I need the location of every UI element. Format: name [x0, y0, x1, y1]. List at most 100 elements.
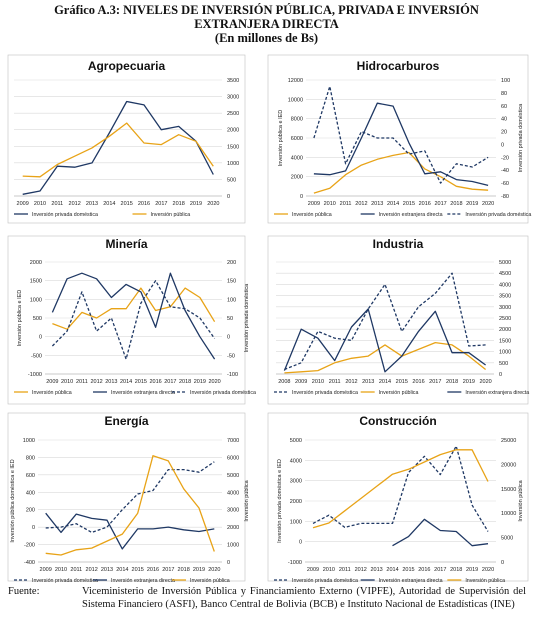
x-tick-label: 2014 [103, 201, 115, 207]
right-tick-label: 200 [227, 260, 236, 266]
x-tick-label: 2009 [17, 201, 29, 207]
x-tick-label: 2017 [434, 201, 446, 207]
left-tick-label: 1000 [30, 297, 42, 303]
right-tick-label: 2500 [227, 111, 239, 117]
right-tick-label: 0 [499, 372, 502, 378]
right-tick-label: 1500 [499, 338, 511, 344]
x-tick-label: 2010 [55, 567, 67, 573]
x-tick-label: 2011 [340, 201, 352, 207]
right-tick-label: 150 [227, 279, 236, 285]
left-tick-label: -200 [24, 543, 35, 549]
x-tick-label: 2015 [403, 201, 415, 207]
chart-mineria: Minería-1000-5000500100015002000Inversió… [7, 235, 256, 405]
left-tick-label: 2000 [30, 260, 42, 266]
series-line-inversion-publica [45, 455, 215, 556]
legend-label: Inversión extranjera directa [111, 578, 175, 584]
chart-frame [267, 412, 529, 582]
x-tick-label: 2011 [70, 567, 82, 573]
x-tick-label: 2009 [46, 379, 58, 385]
series-line-inversion-publica [52, 287, 216, 330]
x-tick-label: 2020 [479, 379, 491, 385]
x-tick-label: 2016 [150, 379, 162, 385]
legend-label: Inversión pública [151, 212, 191, 218]
x-tick-label: 2019 [463, 379, 475, 385]
legend-label: Inversión privada doméstica [292, 578, 358, 584]
x-tick-label: 2014 [116, 567, 128, 573]
right-tick-label: 15000 [501, 487, 516, 493]
x-tick-label: 2012 [355, 567, 367, 573]
series-line-inversion-publica [284, 341, 487, 374]
left-tick-label: 5000 [290, 438, 302, 444]
left-tick-label: 10000 [288, 97, 303, 103]
series-line-inversion-publica [312, 449, 489, 529]
x-tick-label: 2018 [450, 567, 462, 573]
x-tick-label: 2015 [402, 567, 414, 573]
left-tick-label: 500 [33, 316, 42, 322]
legend-label: Inversión privada doméstica [465, 212, 531, 218]
x-tick-label: 2011 [51, 201, 63, 207]
legend-label: Inversión extranjera directa [111, 390, 175, 396]
series-line-inversion-privada-domestica [22, 100, 214, 195]
legend-label: Inversión privada doméstica [32, 578, 98, 584]
x-tick-label: 2020 [207, 201, 219, 207]
left-tick-label: -1000 [288, 560, 302, 566]
series-line-inversion-extranjera-directa [45, 512, 215, 550]
right-tick-label: 1500 [227, 144, 239, 150]
series-line-inversion-privada-domestica [284, 272, 486, 371]
right-tick-label: 7000 [227, 438, 239, 444]
right-tick-label: 5000 [227, 473, 239, 479]
x-tick-label: 2008 [278, 379, 290, 385]
right-tick-label: 40 [501, 117, 507, 123]
right-axis-label: Inversión pública [244, 479, 250, 521]
x-tick-label: 2020 [482, 201, 494, 207]
x-tick-label: 2019 [190, 201, 202, 207]
x-tick-label: 2012 [355, 201, 367, 207]
right-tick-label: 4500 [499, 271, 511, 277]
right-tick-label: 4000 [227, 490, 239, 496]
x-tick-label: 2010 [61, 379, 73, 385]
x-tick-label: 2020 [208, 567, 220, 573]
right-tick-label: 20000 [501, 462, 516, 468]
x-tick-label: 2016 [138, 201, 150, 207]
x-tick-label: 2013 [101, 567, 113, 573]
left-tick-label: 1000 [23, 438, 35, 444]
right-tick-label: 3500 [499, 294, 511, 300]
right-tick-label: -80 [501, 194, 509, 200]
right-tick-label: 50 [227, 316, 233, 322]
x-tick-label: 2018 [450, 201, 462, 207]
left-tick-label: 1000 [290, 519, 302, 525]
right-tick-label: 1000 [499, 350, 511, 356]
left-tick-label: -1000 [28, 372, 42, 378]
left-tick-label: 12000 [288, 78, 303, 84]
chart-title: Minería [105, 237, 147, 251]
x-tick-label: 2020 [482, 567, 494, 573]
right-tick-label: -60 [501, 181, 509, 187]
right-tick-label: 3000 [499, 305, 511, 311]
x-tick-label: 2010 [323, 567, 335, 573]
right-tick-label: 80 [501, 91, 507, 97]
chart-title: Energía [104, 414, 148, 428]
x-tick-label: 2017 [162, 567, 174, 573]
right-tick-label: -50 [227, 353, 235, 359]
legend-label: Inversión privada doméstica [190, 390, 256, 396]
chart-construccion: Construcción -1000 0 1000 2000 3000 4000 5000 In… [267, 412, 529, 584]
series-line-inversion-extranjera-directa [283, 308, 486, 373]
x-tick-label: 2009 [307, 567, 319, 573]
legend-label: Inversión extranjera directa [379, 578, 443, 584]
legend-label: Inversión pública [32, 390, 72, 396]
x-tick-label: 2013 [86, 201, 98, 207]
left-axis-label: Inversión privada doméstica e IED [277, 459, 283, 543]
series-line-inversion-publica [313, 151, 489, 194]
series-line-inversion-extranjera-directa [51, 272, 216, 360]
x-tick-label: 2017 [155, 201, 167, 207]
series-line-inversion-publica [22, 122, 214, 178]
left-tick-label: 2000 [290, 499, 302, 505]
chart-frame [7, 235, 246, 405]
chart-title: Agropecuaria [88, 59, 166, 73]
x-tick-label: 2019 [193, 567, 205, 573]
left-tick-label: 2000 [291, 175, 303, 181]
left-tick-label: 800 [26, 455, 35, 461]
left-tick-label: 0 [299, 540, 302, 546]
page-title-line-1: Gráfico A.3: NIVELES DE INVERSIÓN PÚBLIC… [54, 3, 479, 17]
